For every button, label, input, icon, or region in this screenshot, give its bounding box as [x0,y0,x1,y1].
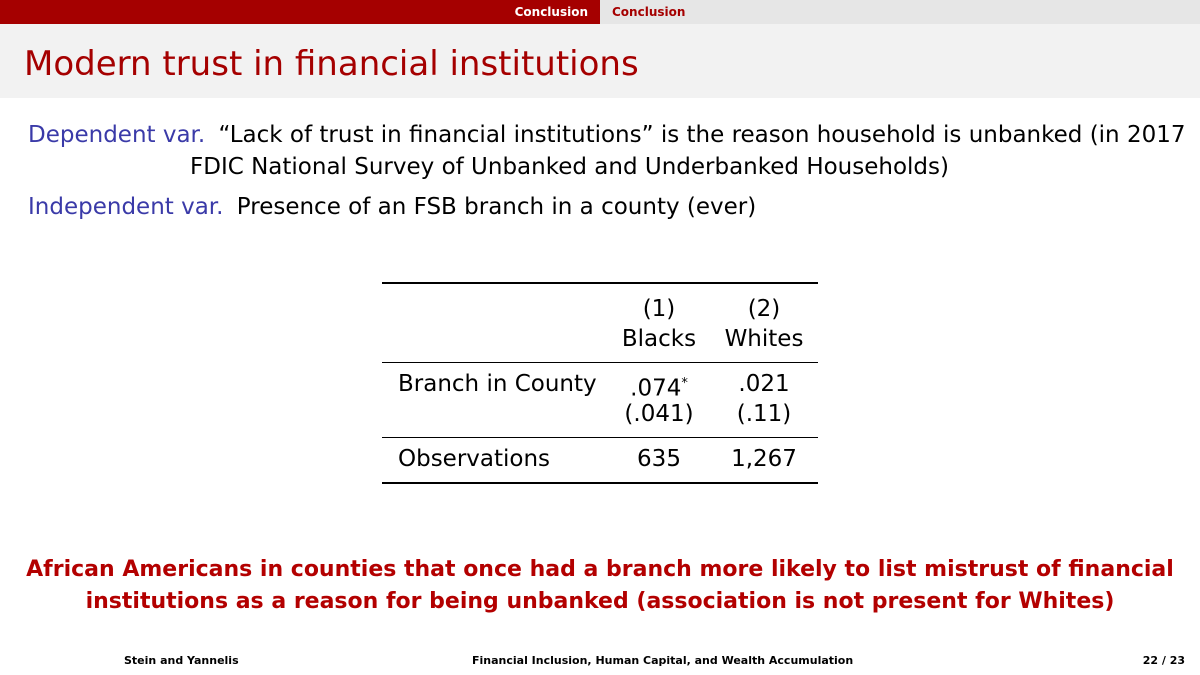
observations-whites: 1,267 [731,446,797,472]
col1-name: Blacks [621,326,697,352]
table-bottom-rule [382,482,818,484]
dependent-var-line-continued: FDIC National Survey of Unbanked and Und… [190,151,1200,183]
row-label-branch: Branch in County [398,371,597,397]
table-top-rule [382,282,818,284]
table-header-row-names: Blacks Whites [382,324,818,354]
table-row-branch-se: (.041) (.11) [382,399,818,429]
row-label-observations: Observations [398,446,551,472]
table-row-observations: Observations 635 1,267 [382,444,818,474]
significance-star: * [681,376,688,391]
footer-authors: Stein and Yannelis [124,654,239,667]
dependent-var-text: “Lack of trust in financial institutions… [218,122,1186,148]
independent-var-text: Presence of an FSB branch in a county (e… [236,194,757,220]
table-row-branch-coef: Branch in County .074* .021 [382,369,818,402]
branch-coef-whites: .021 [738,371,790,397]
observations-blacks: 635 [637,446,681,472]
section-navbar: Conclusion Conclusion [0,0,1200,24]
conclusion-statement: African Americans in counties that once … [20,554,1180,618]
footer-paper-title: Financial Inclusion, Human Capital, and … [472,654,854,667]
nav-section-left-label[interactable]: Conclusion [514,5,588,19]
branch-coef-blacks-value: .074 [630,375,682,402]
dependent-var-term: Dependent var. [28,122,206,148]
slide-footer: Stein and Yannelis Financial Inclusion, … [0,652,1200,672]
branch-coef-blacks: .074* [614,369,704,404]
nav-section-left: Conclusion [0,0,600,24]
branch-se-blacks: (.041) [624,401,694,427]
dependent-var-line: Dependent var. “Lack of trust in financi… [28,119,1185,151]
table-header-rule [382,362,818,363]
title-band: Modern trust in financial institutions [0,24,1200,98]
table-mid-rule [382,437,818,438]
col2-name: Whites [724,326,804,352]
col2-number: (2) [747,296,781,322]
branch-se-whites: (.11) [736,401,792,427]
independent-var-term: Independent var. [28,194,224,220]
slide-title: Modern trust in financial institutions [24,44,639,84]
dependent-var-text-continued: FDIC National Survey of Unbanked and Und… [190,154,949,180]
table-header-row-numbers: (1) (2) [382,294,818,324]
footer-page-number: 22 / 23 [1142,654,1185,667]
nav-section-right-label[interactable]: Conclusion [612,5,686,19]
col1-number: (1) [642,296,676,322]
regression-table: (1) (2) Blacks Whites Branch in County .… [382,282,818,484]
independent-var-line: Independent var. Presence of an FSB bran… [28,191,1178,223]
conclusion-line-2: institutions as a reason for being unban… [85,589,1115,614]
conclusion-line-1: African Americans in counties that once … [26,557,1174,582]
nav-section-right: Conclusion [600,0,1200,24]
